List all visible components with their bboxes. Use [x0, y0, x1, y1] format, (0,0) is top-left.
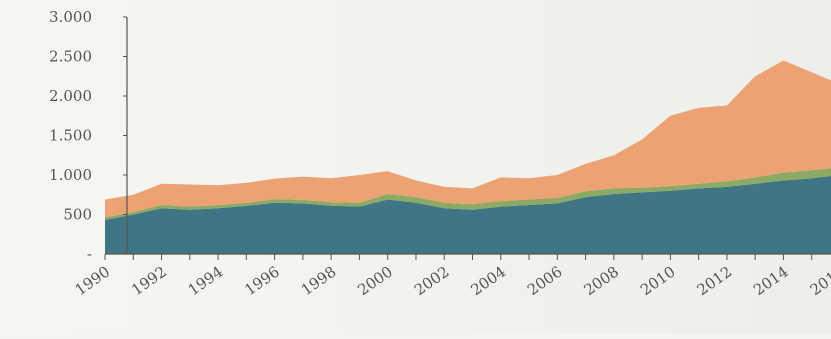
y-tick-label: -	[87, 245, 92, 263]
y-tick-label: 1.000	[49, 166, 92, 184]
y-tick-label: 2.000	[49, 87, 92, 105]
x-tick-label: 1998	[298, 263, 340, 300]
y-tick-label: 2.500	[49, 48, 92, 66]
x-tick-label: 2004	[467, 263, 509, 300]
x-tick-label: 2000	[354, 263, 396, 300]
x-tick-label: 2010	[637, 263, 679, 300]
x-tick-label: 2008	[581, 263, 623, 300]
y-tick-label: 3.000	[49, 8, 92, 26]
x-tick-label: 2012	[694, 263, 736, 300]
area-series-1	[105, 176, 831, 254]
x-tick-label: 2016	[807, 263, 831, 300]
x-tick-label: 1996	[241, 263, 283, 300]
x-tick-label: 1992	[128, 263, 170, 300]
x-tick-label: 2006	[524, 263, 566, 300]
y-tick-label: 1.500	[49, 127, 92, 145]
x-tick-label: 2002	[411, 263, 453, 300]
y-tick-label: 500	[63, 206, 92, 224]
x-tick-label: 1994	[185, 263, 227, 300]
x-tick-label: 2014	[750, 263, 792, 300]
x-tick-label: 1990	[72, 263, 114, 300]
area-series-3	[105, 60, 831, 218]
